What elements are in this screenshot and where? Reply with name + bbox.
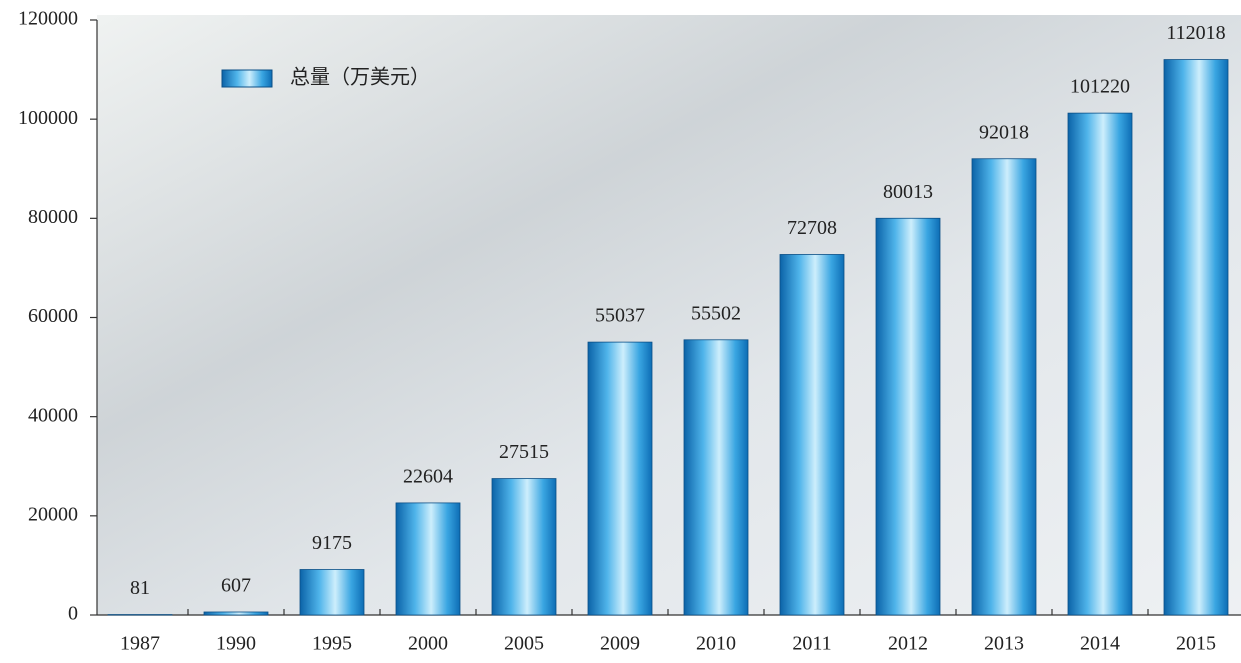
value-label: 81 <box>130 577 150 599</box>
value-label: 80013 <box>883 181 933 203</box>
x-tick-label: 2011 <box>792 633 831 655</box>
bar <box>684 340 748 615</box>
x-tick-label: 1990 <box>216 633 256 655</box>
y-tick-label: 40000 <box>28 404 78 426</box>
y-tick-label: 20000 <box>28 503 78 525</box>
x-tick-label: 2013 <box>984 633 1024 655</box>
value-label: 607 <box>221 575 251 597</box>
y-tick-label: 100000 <box>18 107 78 129</box>
bar <box>204 612 268 615</box>
legend-label: 总量（万美元） <box>290 66 430 89</box>
value-label: 9175 <box>312 532 352 554</box>
bar <box>300 570 364 615</box>
value-label: 27515 <box>499 441 549 463</box>
x-tick-label: 1995 <box>312 633 352 655</box>
x-tick-label: 2000 <box>408 633 448 655</box>
bar <box>1068 113 1132 615</box>
value-label: 92018 <box>979 121 1029 143</box>
y-tick-label: 80000 <box>28 206 78 228</box>
x-tick-label: 1987 <box>120 633 160 655</box>
bar <box>396 503 460 615</box>
bar <box>492 479 556 615</box>
bar <box>1164 60 1228 615</box>
bar <box>588 342 652 615</box>
bar <box>876 218 940 615</box>
bar <box>780 254 844 615</box>
value-label: 22604 <box>403 466 453 488</box>
x-tick-label: 2010 <box>696 633 736 655</box>
y-tick-label: 60000 <box>28 305 78 327</box>
value-label: 101220 <box>1070 76 1130 98</box>
y-tick-label: 120000 <box>18 8 78 30</box>
x-tick-label: 2014 <box>1080 633 1120 655</box>
y-tick-label: 0 <box>68 603 78 625</box>
value-label: 112018 <box>1166 22 1225 44</box>
chart: 总量（万美元） 0 20000 40000 60000 80000 100000 12000… <box>0 0 1241 658</box>
x-tick-label: 2009 <box>600 633 640 655</box>
x-tick-label: 2015 <box>1176 633 1216 655</box>
x-tick-label: 2005 <box>504 633 544 655</box>
value-label: 55037 <box>595 305 645 327</box>
value-label: 72708 <box>787 217 837 239</box>
legend-swatch <box>222 70 272 87</box>
value-label: 55502 <box>691 302 741 324</box>
x-tick-label: 2012 <box>888 633 928 655</box>
bar <box>972 159 1036 615</box>
